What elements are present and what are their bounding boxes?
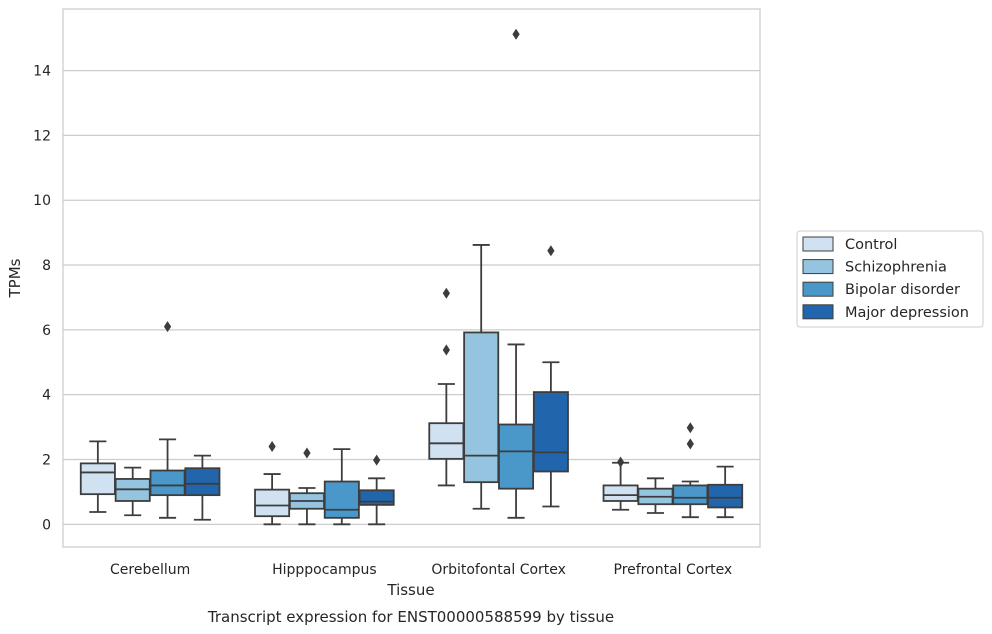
box-1-3 (358, 454, 395, 526)
iqr-box (428, 422, 465, 460)
legend-label: Bipolar disorder (845, 282, 960, 298)
legend-label: Schizophrenia (845, 260, 947, 276)
x-tick-label: Prefrontal Cortex (614, 562, 733, 578)
iqr-box (79, 462, 116, 496)
iqr-box (602, 484, 639, 502)
iqr-box (184, 467, 221, 497)
outlier-marker (268, 441, 276, 453)
outlier-marker (442, 344, 450, 356)
iqr-box (149, 469, 186, 497)
outlier-marker (686, 422, 694, 434)
box-2-3 (532, 245, 569, 508)
x-tick-label: Hipppocampus (272, 562, 377, 578)
outlier-marker (303, 447, 311, 459)
y-tick-label: 0 (42, 517, 51, 533)
x-axis-label: Tissue (386, 581, 434, 599)
legend-item: Bipolar disorder (802, 281, 960, 298)
x-tick-labels: Cerebellum Hipppocampus Orbitofontal Corte… (110, 562, 732, 578)
iqr-box (358, 489, 395, 506)
y-tick-label: 6 (42, 323, 51, 339)
box-1-1 (288, 447, 325, 526)
legend-item: Major depression (802, 304, 969, 321)
legend-label: Major depression (845, 305, 969, 321)
chart-title: Transcript expression for ENST0000058859… (207, 608, 614, 626)
plot-background (63, 9, 760, 547)
plot-frame (62, 8, 761, 548)
grid-lines (63, 69, 760, 525)
boxes (79, 28, 744, 526)
legend: Control Schizophrenia Bipolar disorder Majo… (796, 230, 984, 328)
outlier-marker (616, 456, 625, 468)
y-tick-label: 8 (42, 258, 51, 274)
box-3-0 (602, 456, 639, 511)
box-2-2 (498, 28, 535, 519)
box-1-0 (254, 441, 291, 526)
iqr-box (498, 423, 535, 490)
legend-swatch (802, 236, 834, 252)
iqr-box (672, 484, 709, 506)
outlier-marker (512, 28, 520, 40)
legend-swatch (802, 259, 834, 275)
y-tick-labels: 0 2 4 6 8 10 12 14 (33, 64, 51, 534)
box-3-2 (672, 422, 709, 519)
y-tick-label: 10 (33, 193, 51, 209)
box-3-3 (707, 465, 744, 519)
box-0-0 (79, 440, 116, 513)
box-2-0 (428, 287, 465, 487)
y-tick-label: 4 (42, 388, 51, 404)
box-1-2 (323, 448, 360, 526)
box-3-1 (637, 477, 674, 514)
y-tick-label: 14 (33, 64, 51, 80)
outlier-marker (442, 287, 450, 299)
x-tick-label: Orbitofontal Cortex (431, 562, 566, 578)
iqr-box (463, 331, 500, 484)
iqr-box (707, 483, 744, 509)
y-axis-label: TPMs (6, 258, 24, 298)
outlier-marker (686, 438, 694, 450)
box-2-1 (463, 244, 500, 510)
outlier-marker (373, 454, 381, 466)
outlier-marker (547, 245, 555, 257)
legend-item: Schizophrenia (802, 259, 947, 276)
outlier-marker (163, 321, 172, 333)
iqr-box (532, 391, 569, 473)
iqr-box (323, 480, 360, 519)
legend-label: Control (845, 237, 897, 253)
x-tick-label: Cerebellum (110, 562, 190, 578)
legend-swatch (802, 304, 834, 320)
box-0-1 (114, 466, 151, 517)
y-tick-label: 12 (33, 128, 51, 144)
box-0-3 (184, 454, 221, 521)
legend-item: Control (802, 236, 897, 253)
iqr-box (254, 488, 291, 518)
y-tick-label: 2 (42, 452, 51, 468)
legend-swatch (802, 281, 834, 297)
legend-frame (796, 230, 984, 328)
